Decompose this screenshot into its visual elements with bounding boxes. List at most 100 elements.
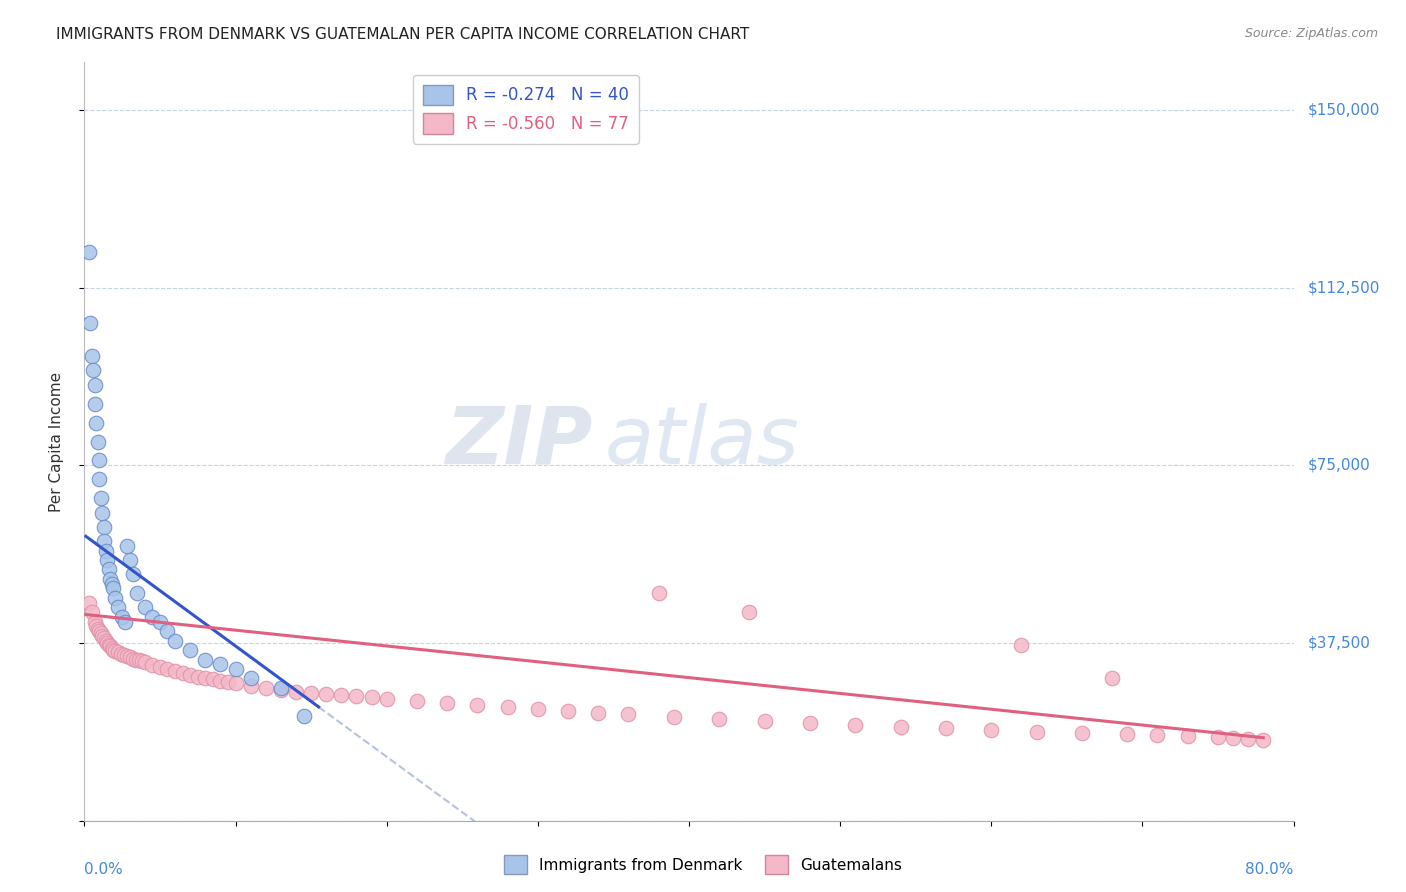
Point xyxy=(209,673,232,688)
Point xyxy=(1206,730,1229,744)
Point xyxy=(179,667,201,681)
Point xyxy=(96,636,118,650)
Point xyxy=(87,622,110,636)
Point xyxy=(299,686,322,700)
Point xyxy=(194,652,217,666)
Point xyxy=(89,453,111,467)
Point xyxy=(118,650,141,665)
Point xyxy=(141,610,163,624)
Point xyxy=(107,645,129,659)
Point xyxy=(134,600,156,615)
Point xyxy=(80,349,103,363)
Point xyxy=(1025,724,1047,739)
Point xyxy=(201,673,224,687)
Point xyxy=(375,691,398,706)
Point xyxy=(115,539,138,553)
Text: ZIP: ZIP xyxy=(444,402,592,481)
Point xyxy=(90,626,112,640)
Point xyxy=(104,591,127,605)
Point xyxy=(156,662,179,676)
Point xyxy=(128,653,150,667)
Point xyxy=(285,685,308,699)
Point xyxy=(1101,672,1123,686)
Point xyxy=(254,681,277,695)
Point xyxy=(89,624,111,639)
Point xyxy=(648,586,671,600)
Point xyxy=(114,615,136,629)
Point xyxy=(93,631,115,645)
Point xyxy=(890,720,912,734)
Text: $37,500: $37,500 xyxy=(1308,635,1371,650)
Point xyxy=(172,665,194,680)
Point xyxy=(1177,729,1199,743)
Point xyxy=(84,396,107,410)
Point xyxy=(980,723,1002,738)
Point xyxy=(96,553,118,567)
Point xyxy=(194,671,217,685)
Point xyxy=(82,363,104,377)
Point xyxy=(165,664,187,678)
Point xyxy=(98,639,121,653)
Point xyxy=(97,562,120,576)
Point xyxy=(79,316,101,330)
Point xyxy=(557,704,579,718)
Point xyxy=(217,675,239,690)
Point xyxy=(496,699,519,714)
Point xyxy=(84,615,107,629)
Point xyxy=(87,434,110,449)
Point xyxy=(187,669,209,683)
Point xyxy=(101,582,124,596)
Point xyxy=(77,596,100,610)
Point xyxy=(86,416,108,430)
Legend: R = -0.274   N = 40, R = -0.560   N = 77: R = -0.274 N = 40, R = -0.560 N = 77 xyxy=(412,75,638,144)
Point xyxy=(1011,638,1033,652)
Text: Source: ZipAtlas.com: Source: ZipAtlas.com xyxy=(1244,27,1378,40)
Point xyxy=(346,690,368,704)
Point xyxy=(149,615,172,629)
Point xyxy=(1071,726,1094,740)
Point xyxy=(330,688,353,702)
Text: $112,500: $112,500 xyxy=(1308,280,1381,295)
Point xyxy=(101,643,124,657)
Point xyxy=(97,638,120,652)
Point xyxy=(239,679,262,693)
Point xyxy=(110,647,132,661)
Point xyxy=(93,520,115,534)
Point xyxy=(127,586,149,600)
Point xyxy=(93,534,115,549)
Point xyxy=(86,619,108,633)
Point xyxy=(91,629,114,643)
Point xyxy=(179,643,201,657)
Point xyxy=(844,718,866,732)
Point xyxy=(125,652,148,666)
Point xyxy=(89,473,111,487)
Point xyxy=(588,706,610,720)
Point xyxy=(738,605,761,619)
Point xyxy=(209,657,232,672)
Point xyxy=(91,506,114,520)
Point xyxy=(77,244,100,259)
Text: $150,000: $150,000 xyxy=(1308,103,1381,118)
Point xyxy=(436,696,458,710)
Point xyxy=(111,610,134,624)
Point xyxy=(270,681,292,695)
Text: $75,000: $75,000 xyxy=(1308,458,1371,473)
Point xyxy=(617,707,640,722)
Point xyxy=(115,648,138,663)
Point xyxy=(1146,728,1168,742)
Point xyxy=(107,600,129,615)
Point xyxy=(935,721,957,735)
Text: 80.0%: 80.0% xyxy=(1246,863,1294,878)
Point xyxy=(80,605,103,619)
Legend: Immigrants from Denmark, Guatemalans: Immigrants from Denmark, Guatemalans xyxy=(498,849,908,880)
Point xyxy=(315,687,337,701)
Point xyxy=(141,658,163,673)
Point xyxy=(100,576,122,591)
Point xyxy=(118,553,141,567)
Point xyxy=(112,648,135,662)
Point xyxy=(709,712,731,726)
Point xyxy=(134,656,156,670)
Point xyxy=(100,640,122,655)
Point xyxy=(225,662,247,676)
Point xyxy=(239,672,262,686)
